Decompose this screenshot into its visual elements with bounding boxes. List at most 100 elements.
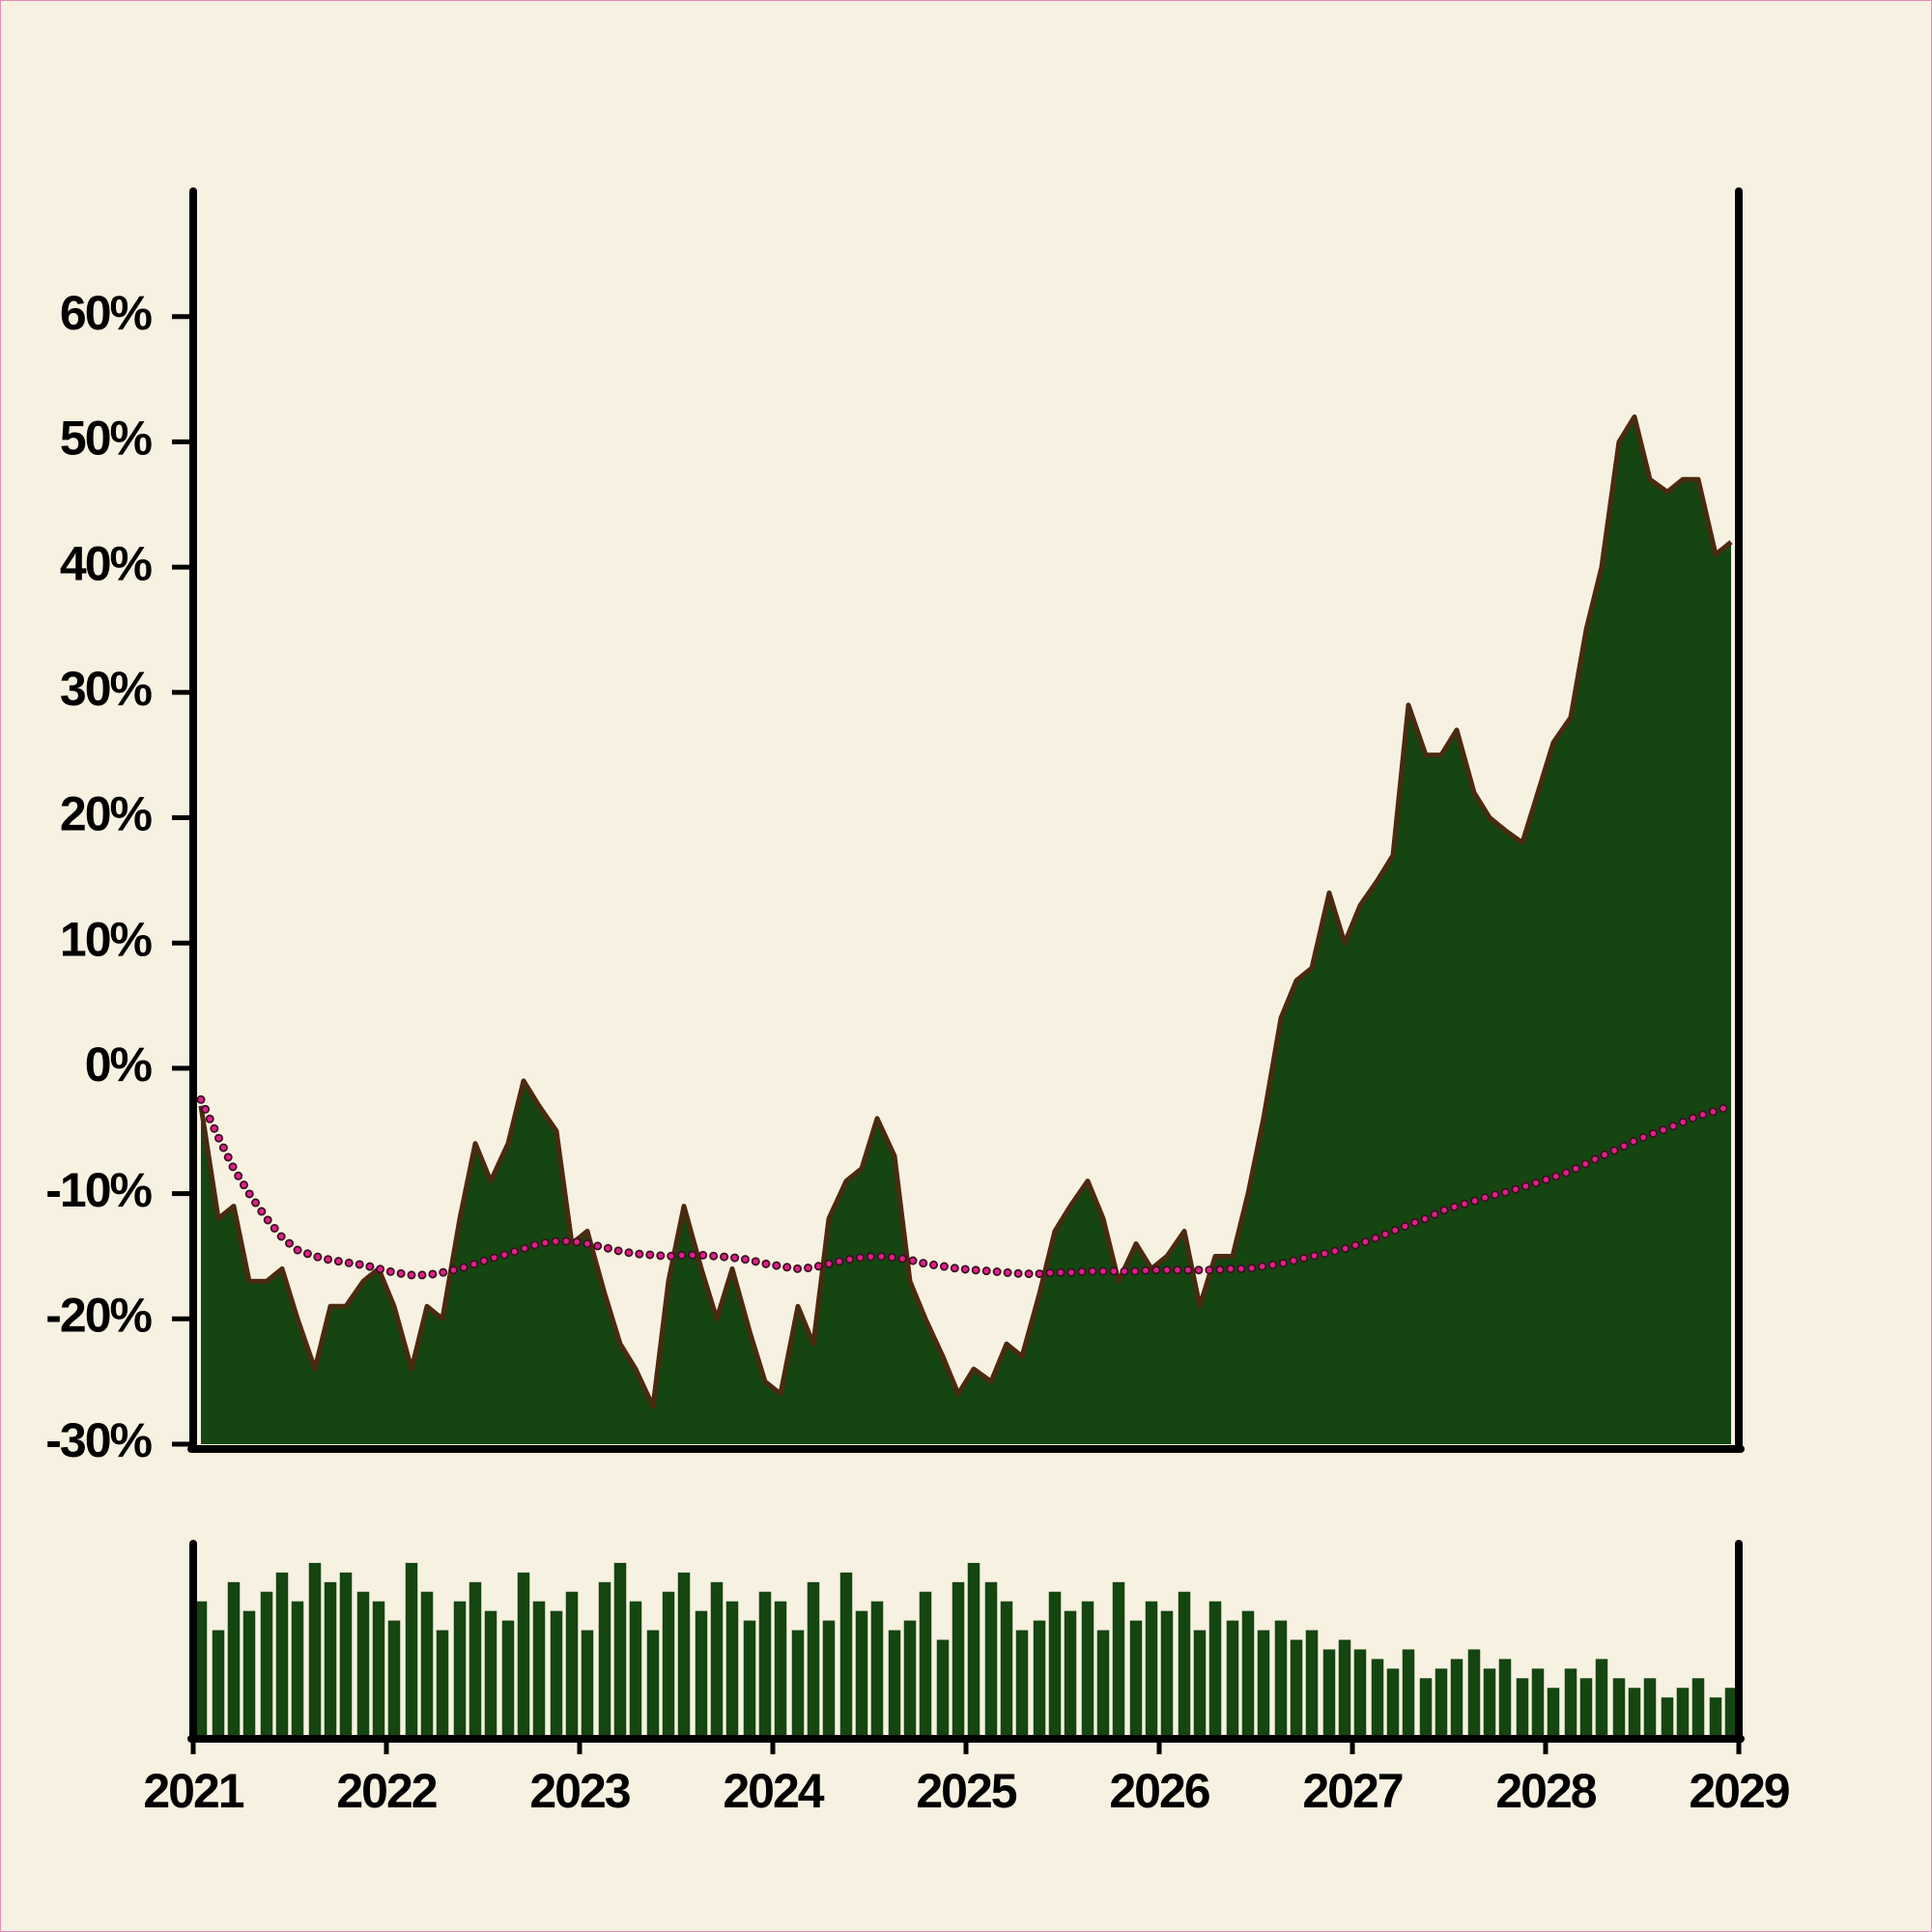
volume-bar: [1661, 1697, 1674, 1736]
volume-bar: [1709, 1697, 1722, 1736]
x-tick-label: 2021: [143, 1764, 243, 1818]
volume-bar: [646, 1630, 660, 1736]
y-tick-label: 40%: [60, 536, 153, 590]
volume-bar: [952, 1581, 965, 1736]
volume-bar: [870, 1601, 884, 1736]
volume-bar: [1160, 1610, 1174, 1736]
y-tick-label: -20%: [45, 1289, 152, 1343]
volume-bar: [1241, 1610, 1255, 1736]
volume-bar: [291, 1601, 304, 1736]
volume-bar: [420, 1591, 434, 1736]
x-tick-label: 2028: [1495, 1764, 1596, 1818]
volume-bar: [1226, 1620, 1239, 1736]
volume-bar: [598, 1581, 611, 1736]
volume-bar: [1467, 1649, 1481, 1736]
volume-bar: [356, 1591, 370, 1736]
volume-bar: [1274, 1620, 1288, 1736]
volume-bar: [1338, 1639, 1351, 1736]
volume-bar: [453, 1601, 467, 1736]
volume-bar: [1129, 1620, 1143, 1736]
volume-bar: [324, 1581, 337, 1736]
trend-line: [198, 1096, 1734, 1278]
volume-bar: [1081, 1601, 1094, 1736]
volume-bar: [1579, 1678, 1593, 1736]
volume-bar: [1290, 1639, 1303, 1736]
x-tick-label: 2026: [1109, 1764, 1208, 1818]
volume-bar: [260, 1591, 273, 1736]
y-tick-label: 60%: [60, 286, 153, 340]
y-tick-label: -10%: [45, 1163, 152, 1217]
volume-bar: [275, 1572, 289, 1736]
volume-bar: [469, 1581, 482, 1736]
volume-bar: [1564, 1668, 1577, 1736]
y-tick-label: 20%: [60, 787, 153, 841]
volume-bar: [242, 1610, 256, 1736]
volume-bar: [339, 1572, 353, 1736]
volume-bar: [1628, 1688, 1641, 1736]
volume-bar: [372, 1601, 385, 1736]
y-tick-label: 30%: [60, 662, 153, 716]
volume-bar: [1498, 1659, 1512, 1736]
y-tick-label: -30%: [45, 1413, 152, 1467]
volume-bar: [1015, 1630, 1029, 1736]
volume-bar: [1000, 1601, 1013, 1736]
volume-bar: [1371, 1659, 1384, 1736]
volume-bar: [1612, 1678, 1626, 1736]
x-tick-label: 2022: [336, 1764, 436, 1818]
volume-bar: [1064, 1610, 1077, 1736]
volume-bar: [1257, 1630, 1270, 1736]
volume-bar: [1516, 1678, 1529, 1736]
volume-bar: [1483, 1668, 1496, 1736]
volume-bar: [436, 1630, 449, 1736]
volume-bar: [532, 1601, 546, 1736]
volume-bar: [565, 1591, 579, 1736]
volume-bar: [1048, 1591, 1062, 1736]
volume-bar: [677, 1572, 691, 1736]
volume-bar: [903, 1620, 917, 1736]
volume-bar: [1450, 1659, 1463, 1736]
x-tick-label: 2025: [916, 1764, 1016, 1818]
volume-bar: [791, 1630, 805, 1736]
volume-bar: [758, 1591, 772, 1736]
volume-bar: [405, 1562, 418, 1736]
volume-bar: [1193, 1630, 1207, 1736]
volume-bar: [839, 1572, 853, 1736]
volume-bar: [581, 1630, 594, 1736]
volume-bar: [1547, 1688, 1560, 1736]
volume-bar: [227, 1581, 241, 1736]
volume-bar: [710, 1581, 724, 1736]
volume-bar: [855, 1610, 868, 1736]
volume-bar: [936, 1639, 950, 1736]
volume-bar: [807, 1581, 820, 1736]
volume-bar: [1419, 1678, 1433, 1736]
volume-bar: [1353, 1649, 1367, 1736]
x-tick-label: 2027: [1302, 1764, 1402, 1818]
volume-bar: [822, 1620, 836, 1736]
volume-bar: [629, 1601, 642, 1736]
volume-bar: [212, 1630, 225, 1736]
volume-bar: [550, 1610, 563, 1736]
volume-bar: [1033, 1620, 1046, 1736]
volume-bar: [695, 1610, 708, 1736]
volume-bar: [501, 1620, 515, 1736]
volume-bar: [743, 1620, 756, 1736]
volume-bar: [194, 1601, 208, 1736]
volume-bar: [1208, 1601, 1222, 1736]
y-tick-label: 0%: [85, 1037, 153, 1092]
volume-bar: [1322, 1649, 1336, 1736]
x-tick-label: 2023: [529, 1764, 629, 1818]
volume-bar: [1676, 1688, 1690, 1736]
volume-bar: [387, 1620, 401, 1736]
y-tick-label: 10%: [60, 912, 153, 966]
volume-bar: [1145, 1601, 1158, 1736]
volume-bar: [1386, 1668, 1400, 1736]
volume-bar: [1178, 1591, 1191, 1736]
x-tick-label: 2029: [1689, 1764, 1788, 1818]
volume-bar: [662, 1591, 675, 1736]
volume-bar: [919, 1591, 932, 1736]
volume-bar: [984, 1581, 998, 1736]
volume-bar: [725, 1601, 739, 1736]
volume-bar: [613, 1562, 627, 1736]
volume-bar: [1643, 1678, 1657, 1736]
